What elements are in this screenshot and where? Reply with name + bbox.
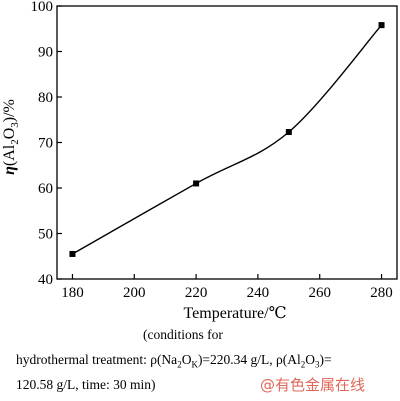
y-axis-subscript: 3 (9, 122, 21, 128)
caption-line-2: hydrothermal treatment: ρ(Na2OK)=220.34 … (16, 352, 332, 370)
y-tick-label: 70 (38, 136, 53, 152)
caption-subscript: 2 (300, 359, 306, 370)
axis-ticks (57, 5, 383, 280)
y-axis-subscript: 2 (9, 139, 21, 145)
x-tick-label: 260 (308, 285, 331, 301)
y-tick-label: 60 (38, 181, 53, 197)
caption-subscript: 3 (315, 359, 320, 370)
caption-text: O (181, 352, 192, 367)
caption-subscript: K (191, 359, 198, 370)
y-axis-label-part: O (1, 128, 18, 140)
caption-line-3: 120.58 g/L, time: 30 min) (16, 377, 156, 392)
y-axis-eta: η (1, 166, 18, 175)
data-point (193, 180, 200, 187)
y-axis-label-part: (Al (1, 144, 18, 166)
caption-text: O (305, 352, 316, 367)
data-point (285, 129, 292, 136)
caption-text: )= (319, 352, 332, 367)
y-axis-label-part: )/% (1, 99, 18, 122)
caption-subscript: 2 (177, 359, 182, 370)
data-point (69, 250, 76, 257)
caption-text: )=220.34 g/L, ρ(Al (197, 352, 301, 367)
series-line (72, 24, 383, 255)
y-tick-label: 80 (38, 90, 53, 106)
x-tick-label: 200 (123, 285, 146, 301)
y-tick-label: 90 (38, 45, 53, 61)
data-points (69, 22, 385, 257)
y-tick-label: 100 (31, 0, 54, 15)
tick-labels: 180 200 220 240 260 280 40 50 60 70 80 90 100 (31, 0, 393, 301)
x-axis-title: Temperature/℃ (184, 305, 287, 322)
watermark: @有色金属在线 (260, 376, 366, 394)
y-tick-label: 40 (38, 272, 53, 288)
x-tick-label: 180 (61, 285, 84, 301)
data-point (378, 22, 385, 29)
x-tick-label: 240 (247, 285, 270, 301)
x-tick-label: 220 (185, 285, 208, 301)
y-tick-label: 50 (38, 227, 53, 243)
plot-frame (56, 5, 398, 280)
y-axis-title: η(Al2O3)/% (1, 99, 21, 175)
x-tick-label: 280 (370, 285, 393, 301)
caption-line-1: (conditions for (143, 327, 223, 342)
caption-text: hydrothermal treatment: ρ(Na (16, 352, 178, 367)
